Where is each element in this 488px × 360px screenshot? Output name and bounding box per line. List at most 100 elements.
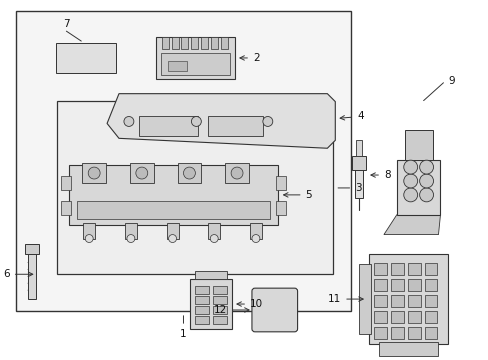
Bar	[208, 223, 220, 239]
Bar	[213, 316, 226, 324]
Text: 9: 9	[447, 76, 454, 86]
Text: 2: 2	[240, 53, 259, 63]
Bar	[61, 176, 71, 190]
Bar	[201, 37, 208, 49]
Bar	[424, 264, 437, 275]
Circle shape	[168, 235, 176, 243]
Text: 1: 1	[180, 316, 186, 339]
Bar	[390, 295, 403, 307]
Bar	[171, 37, 178, 49]
Circle shape	[403, 160, 417, 174]
Bar	[373, 279, 386, 291]
Bar	[190, 279, 232, 329]
Bar	[424, 295, 437, 307]
Bar	[424, 327, 437, 339]
Bar	[181, 37, 188, 49]
Bar	[69, 165, 277, 225]
Bar	[213, 306, 226, 314]
Bar	[213, 286, 226, 294]
Bar	[390, 264, 403, 275]
Text: 10: 10	[237, 299, 263, 309]
Bar	[28, 255, 36, 299]
Bar	[130, 163, 153, 183]
Bar	[224, 163, 248, 183]
Text: 3: 3	[337, 183, 361, 193]
Circle shape	[263, 117, 272, 126]
Bar	[221, 37, 228, 49]
Bar	[139, 117, 198, 136]
Text: 6: 6	[3, 269, 33, 279]
Polygon shape	[383, 215, 440, 235]
Bar	[404, 130, 432, 160]
Bar	[354, 170, 362, 198]
Bar	[195, 286, 209, 294]
Bar	[213, 296, 226, 304]
Bar	[407, 264, 420, 275]
Circle shape	[251, 235, 259, 243]
Bar	[57, 100, 333, 274]
Bar	[61, 201, 71, 215]
Circle shape	[85, 235, 93, 243]
Circle shape	[123, 117, 134, 126]
Bar	[368, 255, 447, 344]
Bar	[77, 201, 269, 219]
Bar	[275, 176, 285, 190]
Bar	[407, 279, 420, 291]
Text: 12: 12	[213, 305, 248, 315]
Bar	[351, 156, 366, 170]
Bar	[390, 327, 403, 339]
Bar	[124, 223, 137, 239]
Bar	[56, 43, 116, 73]
Bar	[191, 37, 198, 49]
Bar	[83, 223, 95, 239]
Circle shape	[127, 235, 135, 243]
Circle shape	[403, 188, 417, 202]
Bar	[407, 295, 420, 307]
Bar	[211, 37, 218, 49]
Circle shape	[419, 188, 433, 202]
Bar	[358, 264, 370, 334]
Circle shape	[231, 167, 243, 179]
Bar	[407, 311, 420, 323]
Bar	[195, 316, 209, 324]
Bar	[162, 37, 168, 49]
Bar	[275, 201, 285, 215]
Bar	[166, 223, 178, 239]
Circle shape	[403, 174, 417, 188]
Circle shape	[419, 160, 433, 174]
Bar	[82, 163, 106, 183]
Bar	[208, 117, 263, 136]
Bar	[167, 61, 187, 71]
Circle shape	[88, 167, 100, 179]
Polygon shape	[107, 94, 335, 148]
Bar	[177, 163, 201, 183]
Bar	[195, 306, 209, 314]
Bar	[373, 264, 386, 275]
Bar	[407, 327, 420, 339]
FancyBboxPatch shape	[251, 288, 297, 332]
Bar	[378, 342, 438, 356]
Bar	[390, 311, 403, 323]
Bar	[396, 160, 440, 215]
Text: 5: 5	[283, 190, 311, 200]
Bar	[424, 311, 437, 323]
Text: 7: 7	[63, 19, 70, 29]
Bar	[16, 11, 350, 311]
Text: 11: 11	[327, 294, 363, 304]
Bar	[355, 140, 361, 156]
Circle shape	[183, 167, 195, 179]
Bar	[155, 37, 235, 79]
Circle shape	[191, 117, 201, 126]
Text: 8: 8	[370, 170, 390, 180]
Bar	[390, 279, 403, 291]
Bar	[373, 327, 386, 339]
Circle shape	[136, 167, 147, 179]
Circle shape	[419, 174, 433, 188]
Bar	[25, 244, 39, 255]
Bar	[373, 295, 386, 307]
Bar	[424, 279, 437, 291]
Bar	[195, 271, 226, 279]
Bar	[373, 311, 386, 323]
Bar	[195, 296, 209, 304]
Text: 4: 4	[340, 112, 363, 121]
